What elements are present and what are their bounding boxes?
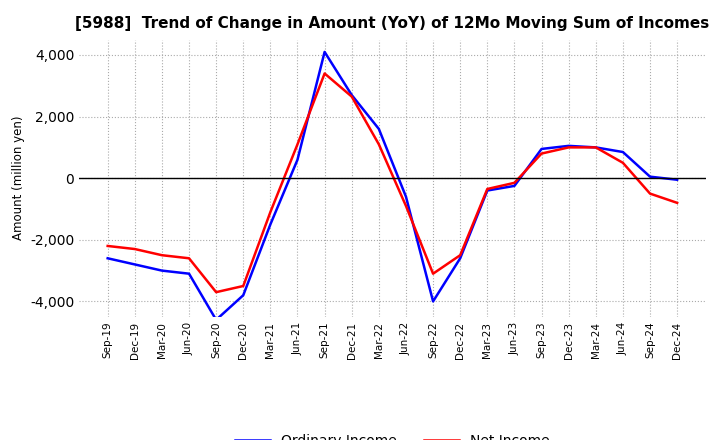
Net Income	[537, 151, 546, 156]
Title: [5988]  Trend of Change in Amount (YoY) of 12Mo Moving Sum of Incomes: [5988] Trend of Change in Amount (YoY) o…	[76, 16, 709, 32]
Ordinary Income	[348, 92, 356, 98]
Net Income	[320, 71, 329, 76]
Ordinary Income	[104, 256, 112, 261]
Net Income	[104, 243, 112, 249]
Net Income	[428, 271, 437, 276]
Ordinary Income	[320, 49, 329, 55]
Net Income	[646, 191, 654, 196]
Net Income	[130, 246, 139, 252]
Ordinary Income	[646, 174, 654, 179]
Net Income	[293, 142, 302, 147]
Ordinary Income	[185, 271, 194, 276]
Net Income	[618, 160, 627, 165]
Ordinary Income	[239, 293, 248, 298]
Net Income	[266, 209, 275, 215]
Net Income	[212, 290, 220, 295]
Net Income	[672, 200, 681, 205]
Net Income	[185, 256, 194, 261]
Ordinary Income	[537, 146, 546, 151]
Line: Ordinary Income: Ordinary Income	[108, 52, 677, 320]
Net Income	[510, 180, 518, 185]
Net Income	[483, 186, 492, 191]
Ordinary Income	[483, 188, 492, 193]
Ordinary Income	[293, 157, 302, 162]
Net Income	[374, 142, 383, 147]
Net Income	[402, 203, 410, 209]
Legend: Ordinary Income, Net Income: Ordinary Income, Net Income	[230, 429, 555, 440]
Net Income	[348, 94, 356, 99]
Ordinary Income	[672, 177, 681, 182]
Line: Net Income: Net Income	[108, 73, 677, 292]
Ordinary Income	[402, 194, 410, 199]
Net Income	[456, 253, 464, 258]
Ordinary Income	[428, 299, 437, 304]
Ordinary Income	[618, 149, 627, 154]
Ordinary Income	[456, 256, 464, 261]
Net Income	[591, 145, 600, 150]
Ordinary Income	[158, 268, 166, 273]
Ordinary Income	[374, 126, 383, 132]
Ordinary Income	[266, 222, 275, 227]
Ordinary Income	[591, 145, 600, 150]
Y-axis label: Amount (million yen): Amount (million yen)	[12, 116, 24, 240]
Net Income	[158, 253, 166, 258]
Ordinary Income	[130, 262, 139, 267]
Ordinary Income	[212, 317, 220, 323]
Ordinary Income	[564, 143, 573, 148]
Ordinary Income	[510, 183, 518, 188]
Net Income	[239, 283, 248, 289]
Net Income	[564, 145, 573, 150]
